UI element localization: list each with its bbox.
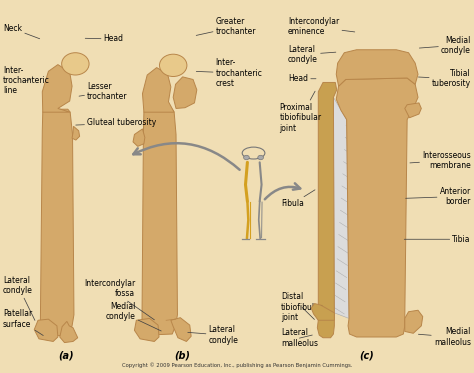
Text: Head: Head <box>288 74 316 83</box>
Polygon shape <box>336 78 418 337</box>
Text: Inter-
trochanteric
crest: Inter- trochanteric crest <box>196 58 263 88</box>
Polygon shape <box>405 310 423 333</box>
Ellipse shape <box>159 54 187 76</box>
Text: Lesser
trochanter: Lesser trochanter <box>79 82 128 101</box>
Polygon shape <box>173 77 197 109</box>
Ellipse shape <box>66 57 78 65</box>
Text: Medial
condyle: Medial condyle <box>419 35 471 55</box>
Text: (b): (b) <box>174 350 191 360</box>
Polygon shape <box>142 109 177 335</box>
Text: Lateral
malleolus: Lateral malleolus <box>281 328 318 348</box>
Polygon shape <box>72 126 80 140</box>
Text: (c): (c) <box>360 350 374 360</box>
Polygon shape <box>133 129 145 146</box>
Text: Fibula: Fibula <box>281 190 315 209</box>
Polygon shape <box>135 319 159 341</box>
Polygon shape <box>311 304 334 320</box>
Text: Greater
trochanter: Greater trochanter <box>196 17 256 37</box>
Polygon shape <box>143 68 174 112</box>
Text: Gluteal tuberosity: Gluteal tuberosity <box>76 119 156 128</box>
Polygon shape <box>34 319 58 341</box>
Polygon shape <box>42 65 72 112</box>
Text: Tibial
tuberosity: Tibial tuberosity <box>419 69 471 88</box>
Text: Patellar
surface: Patellar surface <box>3 310 43 335</box>
Text: Neck: Neck <box>3 24 40 39</box>
Polygon shape <box>171 318 191 341</box>
Text: Copyright © 2009 Pearson Education, Inc., publishing as Pearson Benjamin Cumming: Copyright © 2009 Pearson Education, Inc.… <box>122 362 352 368</box>
Text: Medial
condyle: Medial condyle <box>106 302 161 331</box>
Text: Intercondylar
fossa: Intercondylar fossa <box>84 279 155 320</box>
Text: Head: Head <box>85 34 124 44</box>
Text: Distal
tibiofibular
joint: Distal tibiofibular joint <box>281 292 323 322</box>
Text: Interosseous
membrane: Interosseous membrane <box>410 151 471 170</box>
Polygon shape <box>318 82 337 338</box>
Polygon shape <box>336 50 418 86</box>
Text: Tibia: Tibia <box>404 235 471 244</box>
Polygon shape <box>405 103 421 118</box>
Polygon shape <box>333 97 349 319</box>
Ellipse shape <box>62 53 89 75</box>
Text: (a): (a) <box>58 350 74 360</box>
Ellipse shape <box>244 155 249 160</box>
Polygon shape <box>60 322 78 342</box>
Text: Lateral
condyle: Lateral condyle <box>288 45 336 64</box>
Ellipse shape <box>258 155 264 160</box>
Text: Lateral
condyle: Lateral condyle <box>188 326 238 345</box>
Text: Lateral
condyle: Lateral condyle <box>3 276 35 320</box>
Text: Inter-
trochanteric
line: Inter- trochanteric line <box>3 66 50 95</box>
Text: Intercondylar
eminence: Intercondylar eminence <box>288 17 355 37</box>
Text: Anterior
border: Anterior border <box>406 187 471 206</box>
Text: Medial
malleolus: Medial malleolus <box>419 327 471 347</box>
Text: Proximal
tibiofibular
joint: Proximal tibiofibular joint <box>280 91 322 133</box>
Polygon shape <box>40 109 74 336</box>
